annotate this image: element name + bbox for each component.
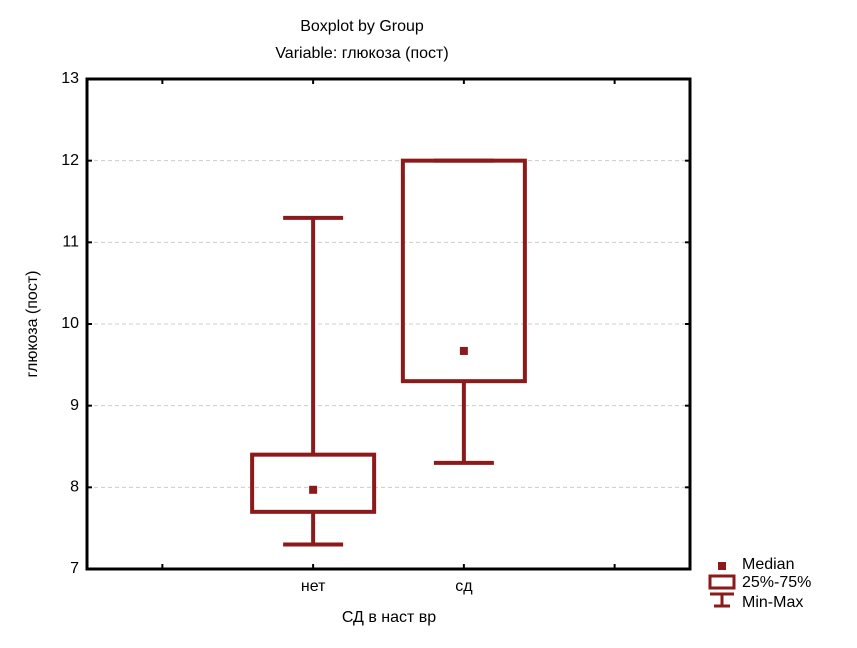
- box: [250, 452, 377, 514]
- y-tick-label: 13: [61, 70, 79, 87]
- chart-title: Boxplot by Group: [300, 18, 424, 35]
- legend-median-icon: [718, 562, 726, 570]
- legend-label: 25%-75%: [742, 574, 811, 591]
- box: [400, 158, 527, 384]
- legend-label: Min-Max: [742, 594, 803, 611]
- chart-subtitle: Variable: глюкоза (пост): [275, 45, 448, 62]
- y-axis-label: глюкоза (пост): [24, 271, 41, 378]
- median: [309, 485, 318, 494]
- legend-box-icon: [708, 574, 736, 590]
- y-tick-label: 12: [61, 152, 79, 169]
- y-tick-label: 8: [70, 479, 79, 496]
- y-tick-label: 9: [70, 397, 79, 414]
- plot-frame: [85, 77, 692, 571]
- y-tick-label: 7: [70, 560, 79, 577]
- x-axis-label: СД в наст вр: [342, 609, 436, 626]
- legend-label: Median: [742, 556, 794, 573]
- median: [459, 346, 468, 355]
- x-tick-label: нет: [301, 578, 326, 595]
- y-tick-label: 10: [61, 315, 79, 332]
- y-tick-label: 11: [62, 234, 79, 251]
- x-tick-label: сд: [455, 578, 473, 595]
